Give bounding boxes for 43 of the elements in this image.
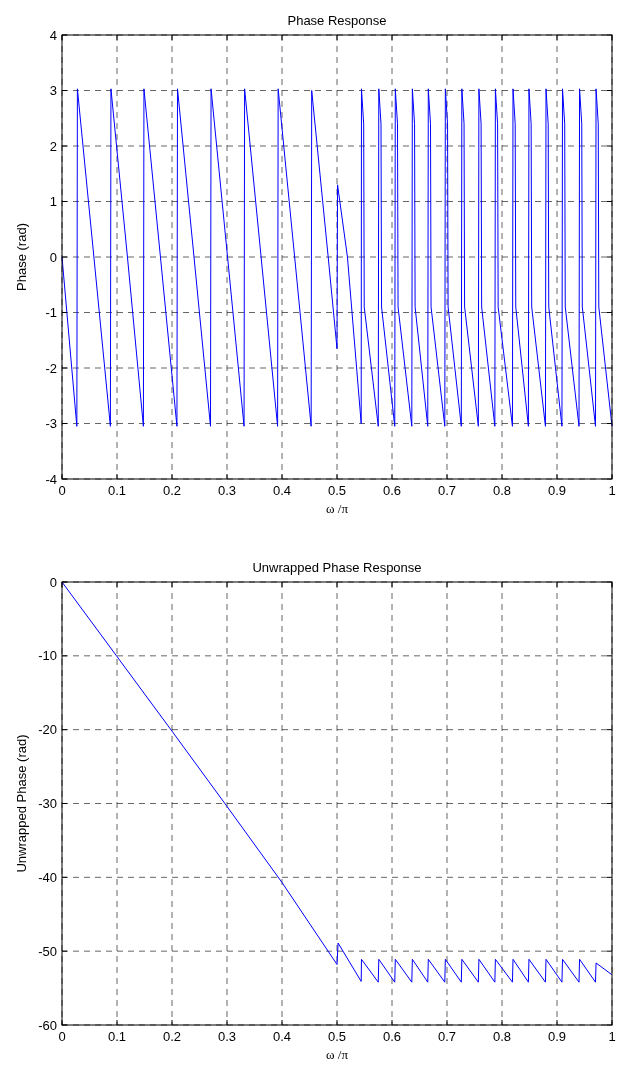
y-tick-label: 1 <box>49 194 57 209</box>
x-tick-label: 0.1 <box>107 483 127 498</box>
x-tick-label: 0.9 <box>547 1029 567 1044</box>
x-tick-label: 0.4 <box>272 1029 292 1044</box>
y-tick-label: 0 <box>49 249 57 265</box>
x-axis-title: ω /π <box>326 501 349 516</box>
y-tick-label: -60 <box>38 1017 57 1033</box>
x-tick-label: 0.9 <box>547 483 567 498</box>
x-axis-title: ω /π <box>326 1047 349 1062</box>
y-tick-label: -1 <box>45 305 57 320</box>
x-tick-label: 0.7 <box>437 1029 457 1044</box>
y-tick-label: 2 <box>49 138 57 154</box>
x-tick-label: 0.2 <box>162 483 182 498</box>
x-tick-label: 0.3 <box>217 483 237 498</box>
x-tick-label: 0.3 <box>217 1029 237 1044</box>
x-tick-label: 0.6 <box>382 1029 402 1044</box>
y-tick-label: 0 <box>49 574 57 590</box>
x-tick-label: 0.8 <box>492 483 512 498</box>
y-axis-title: Unwrapped Phase (rad) <box>14 734 29 873</box>
y-tick-label: -2 <box>45 360 57 376</box>
y-tick-label: 3 <box>49 83 57 98</box>
y-tick-label: 4 <box>49 27 57 43</box>
y-tick-label: -50 <box>38 943 57 959</box>
x-tick-label: 0.7 <box>437 483 457 498</box>
y-tick-label: -3 <box>45 416 57 431</box>
y-tick-label: -10 <box>38 648 57 664</box>
chart-title: Unwrapped Phase Response <box>252 560 422 575</box>
chart-title: Phase Response <box>287 13 387 28</box>
y-tick-label: -30 <box>38 796 57 811</box>
x-tick-label: 1 <box>608 483 616 498</box>
x-tick-label: 0.2 <box>162 1029 182 1044</box>
x-tick-label: 0.6 <box>382 483 402 498</box>
y-axis-title: Phase (rad) <box>14 223 29 291</box>
y-tick-label: -4 <box>45 471 57 487</box>
y-tick-label: -40 <box>38 869 57 885</box>
x-tick-label: 0.4 <box>272 483 292 498</box>
x-tick-label: 0.5 <box>327 483 347 498</box>
line-series <box>61 88 613 427</box>
x-tick-label: 0.1 <box>107 1029 127 1044</box>
y-tick-label: -20 <box>38 722 57 738</box>
x-tick-label: 1 <box>608 1029 616 1044</box>
x-tick-label: 0.8 <box>492 1029 512 1044</box>
x-tick-label: 0.5 <box>327 1029 347 1044</box>
